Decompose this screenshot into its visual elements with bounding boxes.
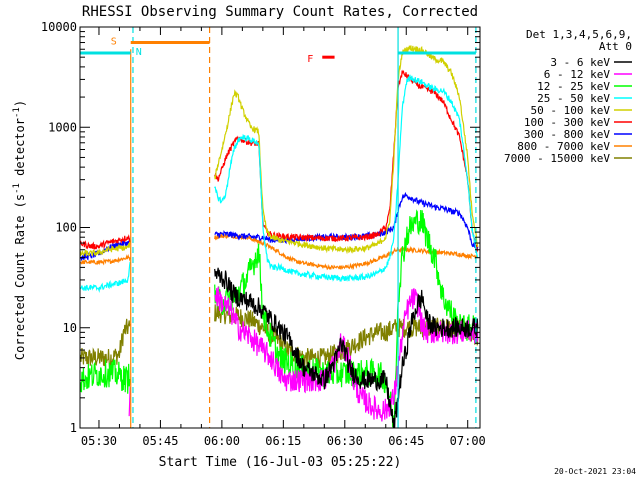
x-tick-label: 07:00 (450, 434, 486, 448)
x-tick-label: 06:45 (388, 434, 424, 448)
flag-label-n: N (136, 47, 142, 58)
flag-layer: S N F (80, 37, 476, 65)
y-axis-label-mid: detector (13, 118, 27, 183)
legend-label-3-6-kev: 3 - 6 keV (550, 56, 610, 69)
y-tick-label: 1000 (48, 120, 77, 134)
legend-label-100-300-kev: 100 - 300 keV (524, 116, 610, 129)
series-line-3-6-kev (214, 267, 479, 428)
legend-label-800-7000-kev: 800 - 7000 keV (517, 140, 610, 153)
x-tick-label: 06:00 (204, 434, 240, 448)
y-tick-label: 100 (55, 221, 77, 235)
y-axis-label: Corrected Count Rate (s-1 detector-1) (12, 100, 27, 360)
x-tick-label: 06:15 (265, 434, 301, 448)
y-axis-label-end: ) (13, 100, 27, 107)
series-line-6-12-kev (128, 286, 479, 422)
series-line-25-50-kev (80, 74, 479, 293)
series-line-50-100-kev (80, 45, 479, 257)
y-tick-label: 10000 (41, 20, 77, 34)
x-tick-label: 05:45 (142, 434, 178, 448)
series-line-12-25-kev (80, 209, 479, 428)
y-axis-label-exp1: -1 (12, 183, 22, 194)
chart-title: RHESSI Observing Summary Count Rates, Co… (82, 4, 478, 20)
x-axis-label: Start Time (16-Jul-03 05:25:22) (159, 455, 402, 470)
series-layer (80, 45, 479, 428)
legend-header-line-1: Det 1,3,4,5,6,9, (526, 28, 632, 41)
legend-label-25-50-kev: 25 - 50 keV (537, 92, 610, 105)
timestamp: 20-Oct-2021 23:04 (554, 467, 636, 476)
legend-label-6-12-kev: 6 - 12 keV (544, 68, 611, 81)
legend-label-50-100-kev: 50 - 100 keV (531, 104, 611, 117)
flag-label-f: F (307, 54, 313, 65)
y-tick-label: 1 (70, 421, 77, 435)
x-tick-label: 05:30 (81, 434, 117, 448)
legend-label-12-25-kev: 12 - 25 keV (537, 80, 610, 93)
axes-layer: 05:30 05:45 06:00 06:15 06:30 06:45 07:00 1 10 10… (41, 20, 486, 448)
y-axis-label-main: Corrected Count Rate (s (13, 194, 27, 360)
legend-label-7000-15000-kev: 7000 - 15000 keV (504, 152, 610, 165)
legend-label-300-800-kev: 300 - 800 keV (524, 128, 610, 141)
y-tick-label: 10 (63, 321, 77, 335)
legend-header-line-2: Att 0 (599, 40, 632, 53)
flag-label-s: S (111, 37, 117, 48)
y-axis-label-exp2: -1 (12, 107, 22, 118)
x-tick-label: 06:30 (327, 434, 363, 448)
